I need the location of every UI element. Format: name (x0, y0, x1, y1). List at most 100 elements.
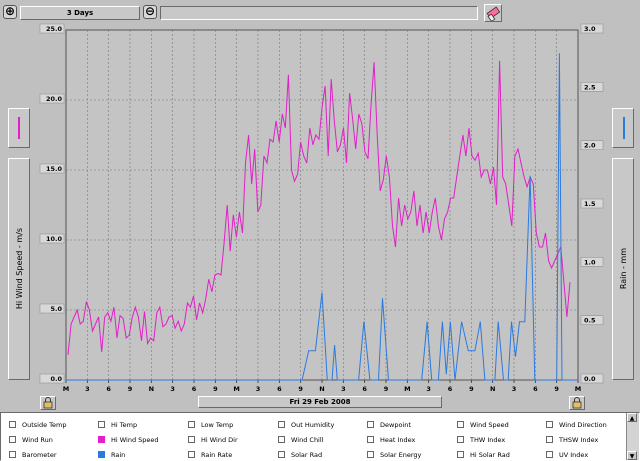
left-tick-label: 0.0 (50, 375, 62, 383)
legend-item[interactable]: Dewpoint (367, 419, 411, 430)
legend-item[interactable]: Wind Speed (457, 419, 509, 430)
legend-checkbox[interactable] (546, 451, 553, 458)
legend-grid: Outside Temp Hi Temp Low Temp Out Humidity D… (1, 413, 626, 460)
legend-label: Low Temp (201, 420, 234, 429)
date-label: Fri 29 Feb 2008 (289, 398, 351, 406)
zoom-out-button[interactable]: ⊖ (143, 5, 157, 19)
left-tick-label: 20.0 (46, 95, 63, 103)
left-tick-box (39, 373, 65, 384)
scroll-up-button[interactable]: ▲ (627, 413, 637, 422)
x-tick-label: N (149, 385, 154, 393)
legend-item[interactable]: Out Humidity (278, 419, 334, 430)
right-tick-box (580, 23, 604, 34)
right-tick-label: 3.0 (584, 25, 596, 33)
legend-label: Dewpoint (380, 420, 411, 429)
legend-checkbox[interactable] (546, 421, 553, 428)
left-tick-box (39, 23, 65, 34)
legend-checkbox[interactable] (9, 421, 16, 428)
eraser-button[interactable] (484, 4, 502, 22)
legend-item[interactable]: Wind Direction (546, 419, 607, 430)
legend-item[interactable]: THSW Index (546, 434, 598, 445)
legend-checkbox[interactable] (278, 421, 285, 428)
date-display-button[interactable]: Fri 29 Feb 2008 (198, 396, 442, 408)
legend-item[interactable]: Hi Solar Rad (457, 449, 510, 460)
left-tick-label: 5.0 (50, 305, 62, 313)
legend-checkbox[interactable] (9, 451, 16, 458)
rain-series-swatch (623, 117, 625, 139)
legend-checkbox[interactable] (367, 436, 374, 443)
left-tick-box (39, 163, 65, 174)
x-tick-label: M (575, 385, 581, 393)
scroll-down-icon: ▼ (629, 453, 635, 460)
legend-item[interactable]: UV Index (546, 449, 588, 460)
legend-label: Out Humidity (291, 420, 335, 429)
x-tick-label: 3 (85, 385, 90, 393)
legend-item[interactable]: Solar Rad (278, 449, 322, 460)
legend-item[interactable]: Hi Wind Dir (188, 434, 238, 445)
x-tick-label: 6 (533, 385, 538, 393)
left-lock-button[interactable] (40, 396, 56, 410)
legend-item[interactable]: Hi Temp (98, 419, 137, 430)
right-tick-label: 0.5 (584, 317, 596, 325)
legend-checkbox[interactable] (188, 421, 195, 428)
legend-item[interactable]: Wind Run (9, 434, 53, 445)
legend-checkbox[interactable] (457, 436, 464, 443)
legend-item[interactable]: Outside Temp (9, 419, 67, 430)
right-tick-label: 2.5 (584, 83, 596, 91)
right-tick-box (580, 198, 604, 209)
wind-series-color-button[interactable] (8, 108, 30, 148)
legend-checkbox[interactable] (278, 451, 285, 458)
legend-label: THSW Index (559, 435, 599, 444)
range-selector-button[interactable]: 3 Days (20, 6, 140, 20)
left-axis-label-button[interactable]: Hi Wind Speed - m/s (8, 158, 30, 380)
right-axis-label-button[interactable]: Rain - mm (612, 158, 634, 380)
eraser-icon (486, 6, 501, 22)
legend-item[interactable]: Low Temp (188, 419, 233, 430)
x-tick-label: 9 (298, 385, 303, 393)
legend-checkbox[interactable] (98, 421, 105, 428)
legend-item[interactable]: Heat Index (367, 434, 415, 445)
x-tick-label: 9 (554, 385, 559, 393)
zoom-in-button[interactable]: ⊕ (3, 5, 17, 19)
legend-checkbox[interactable] (9, 436, 16, 443)
legend-item[interactable]: THW Index (457, 434, 505, 445)
time-scrollbar[interactable] (160, 6, 478, 20)
legend-checkbox[interactable] (98, 451, 105, 458)
x-tick-label: 3 (256, 385, 261, 393)
legend-item[interactable]: Solar Energy (367, 449, 421, 460)
x-tick-label: N (319, 385, 324, 393)
legend-item[interactable]: Hi Wind Speed (98, 434, 159, 445)
wind-series-swatch (18, 117, 20, 139)
legend-checkbox[interactable] (457, 421, 464, 428)
right-tick-label: 0.0 (584, 375, 596, 383)
legend-label: Hi Temp (111, 420, 138, 429)
legend-checkbox[interactable] (546, 436, 553, 443)
legend-checkbox[interactable] (98, 436, 105, 443)
scroll-down-button[interactable]: ▼ (627, 451, 637, 460)
legend-checkbox[interactable] (188, 451, 195, 458)
legend-checkbox[interactable] (188, 436, 195, 443)
legend-checkbox[interactable] (367, 421, 374, 428)
legend-checkbox[interactable] (457, 451, 464, 458)
legend-item[interactable]: Barometer (9, 449, 57, 460)
legend-label: Hi Wind Dir (201, 435, 238, 444)
legend-item[interactable]: Rain Rate (188, 449, 232, 460)
right-tick-label: 1.0 (584, 258, 596, 266)
weather-chart[interactable]: 25.0 20.0 15.0 10.0 5.0 0.0 3.0 2.5 2.0 1.5 1.0 0.5… (0, 22, 640, 398)
legend-label: Solar Energy (380, 450, 422, 459)
legend-label: Solar Rad (291, 450, 323, 459)
zoom-out-icon: ⊖ (144, 4, 156, 18)
legend-checkbox[interactable] (278, 436, 285, 443)
legend-item[interactable]: Wind Chill (278, 434, 323, 445)
zoom-in-icon: ⊕ (4, 4, 16, 18)
x-tick-label: 9 (469, 385, 474, 393)
right-lock-button[interactable] (569, 396, 585, 410)
x-tick-label: N (490, 385, 495, 393)
rain-series-color-button[interactable] (612, 108, 634, 148)
legend-item[interactable]: Rain (98, 449, 125, 460)
legend-checkbox[interactable] (367, 451, 374, 458)
legend-scrollbar[interactable]: ▲ ▼ (626, 413, 639, 460)
legend-label: UV Index (559, 450, 589, 459)
legend-label: Heat Index (380, 435, 416, 444)
right-tick-label: 1.5 (584, 200, 596, 208)
